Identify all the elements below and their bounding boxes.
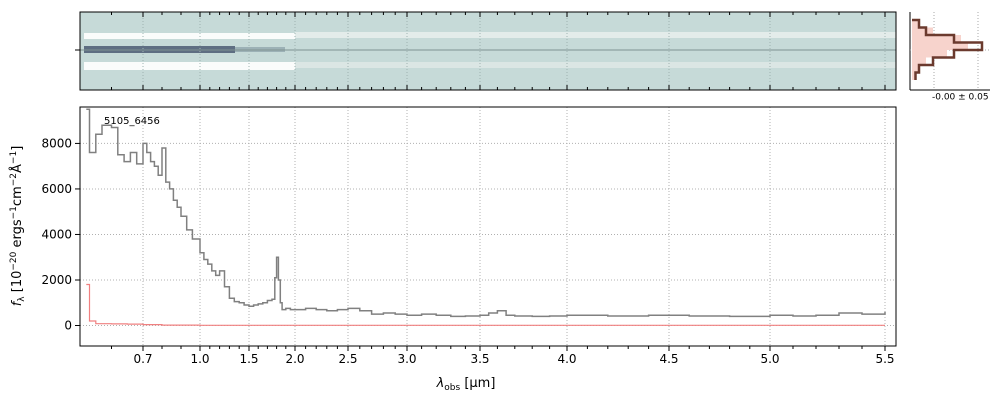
y-tick-label: 2000: [41, 273, 72, 287]
x-tick-label: 1.0: [190, 352, 209, 366]
spectrum-2d-grid: [111, 12, 886, 90]
trace-upper-band-faint: [295, 32, 896, 38]
object-id-annotation: 5105_6456: [104, 116, 160, 127]
y-tick-label: 0: [64, 319, 72, 333]
x-tick-label: 5.0: [760, 352, 779, 366]
y-label-end: ]: [10, 146, 25, 151]
y-label-mid4: Å: [9, 164, 25, 173]
x-tick-label: 4.0: [557, 352, 576, 366]
profile-data-line: [912, 18, 984, 80]
spectrum-1d-frame: [79, 106, 897, 347]
y-label-mid1: [10: [10, 271, 25, 297]
x-tick-label: 3.0: [397, 352, 416, 366]
y-axis-label: fλ [10−20 ergs−1cm−2Å−1]: [9, 146, 27, 307]
spectrum-1d-yticks: 0 2000 4000 6000 8000: [41, 136, 80, 333]
profile-label: -0.00 ± 0.05: [932, 93, 989, 103]
x-axis-label-sub: obs: [444, 383, 460, 393]
x-axis-label-main: λ: [436, 376, 445, 391]
y-label-exp1: −20: [9, 251, 19, 270]
flux-series-line: [86, 108, 886, 318]
y-label-exp2: −1: [9, 206, 19, 219]
x-axis-label-unit: [μm]: [460, 376, 495, 391]
spectrum-1d-grid: [80, 107, 896, 346]
x-tick-label: 4.5: [659, 352, 678, 366]
spectrum-1d-panel: 0.7 1.0 1.5 2.0 2.5 3.0 3.5 4.0 4.5 5.0 5.5 0 2000 4…: [9, 106, 897, 393]
x-axis-label: λobs [μm]: [436, 376, 496, 393]
x-tick-label: 0.7: [133, 352, 152, 366]
y-label-prefix: f: [10, 299, 25, 306]
y-label-prefix-sub: λ: [17, 296, 27, 302]
x-tick-label: 1.5: [239, 352, 258, 366]
spectrum-2d-frame: [79, 11, 897, 91]
y-label-mid2: ergs: [10, 219, 25, 251]
x-tick-label: 2.0: [285, 352, 304, 366]
x-tick-label: 5.5: [875, 352, 894, 366]
y-tick-label: 8000: [41, 136, 72, 150]
y-label-mid3: cm: [10, 186, 25, 206]
trace-upper-band: [84, 33, 295, 39]
spectrum-2d-bands: [80, 32, 896, 70]
y-tick-label: 4000: [41, 227, 72, 241]
y-tick-label: 6000: [41, 182, 72, 196]
y-label-exp3: −2: [9, 173, 19, 186]
spectrum-2d-panel: [75, 11, 897, 91]
trace-lower-band-faint: [295, 62, 896, 68]
profile-panel: -0.00 ± 0.05: [909, 12, 990, 103]
x-tick-label: 3.5: [470, 352, 489, 366]
spectrum-1d-xticks: 0.7 1.0 1.5 2.0 2.5 3.0 3.5 4.0 4.5 5.0 5.5: [111, 346, 895, 366]
y-label-exp4: −1: [9, 151, 19, 164]
x-tick-label: 2.5: [338, 352, 357, 366]
error-series-line: [86, 283, 885, 326]
trace-lower-band: [84, 62, 295, 70]
